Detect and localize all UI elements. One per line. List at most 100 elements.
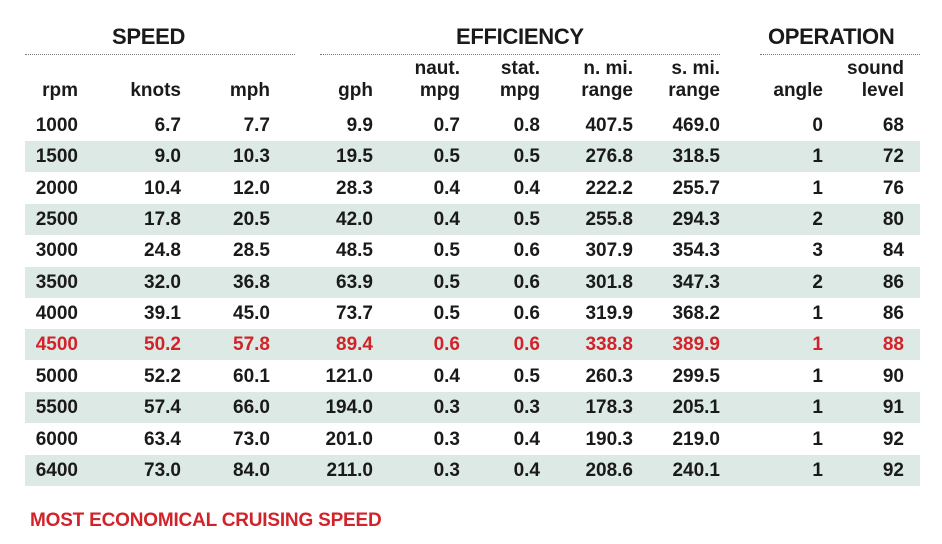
cell-angle: 0: [812, 115, 823, 136]
column-header-line1: n. mi.: [583, 58, 633, 79]
cell-mph: 60.1: [233, 365, 270, 387]
cell-gph: 201.0: [325, 428, 373, 450]
group-title-operation: OPERATION: [768, 24, 895, 49]
cell-gph: 121.0: [325, 365, 373, 387]
cell-angle: 1: [812, 365, 823, 387]
column-header-line1: s. mi.: [671, 58, 720, 79]
cell-sound: 90: [882, 365, 904, 387]
column-header-line2: knots: [130, 80, 181, 101]
cell-gph: 28.3: [336, 177, 373, 199]
cell-naut-mpg: 0.4: [433, 177, 460, 199]
table-row: 6000 63.4 73.0 201.0 0.3 0.4 190.3 219.0 1 92: [25, 424, 920, 455]
cell-rpm: 6400: [35, 459, 78, 481]
cell-sound: 86: [882, 303, 904, 325]
column-header-line2: range: [581, 80, 633, 101]
cell-smi-range: 205.1: [672, 397, 720, 419]
table-row-highlighted: 4500 50.2 57.8 89.4 0.6 0.6 338.8 389.9 1 88: [25, 329, 920, 361]
cell-stat-mpg: 0.6: [513, 240, 540, 262]
group-divider-operation: [760, 54, 920, 55]
cell-naut-mpg: 0.4: [433, 365, 460, 387]
cell-angle: 1: [812, 177, 823, 199]
cell-angle: 1: [812, 428, 823, 450]
cell-knots: 24.8: [144, 240, 181, 262]
column-header-line1: [91, 58, 181, 80]
cell-knots: 10.4: [144, 177, 181, 199]
cell-gph: 89.4: [336, 334, 373, 356]
cell-gph: 194.0: [325, 397, 373, 419]
cell-nmi-range: 276.8: [585, 146, 633, 168]
cell-nmi-range: 407.5: [585, 115, 633, 136]
cell-smi-range: 347.3: [672, 271, 720, 293]
column-header-mph: mph: [180, 58, 270, 102]
cell-mph: 66.0: [233, 397, 270, 419]
cell-rpm: 3500: [35, 271, 78, 293]
cell-angle: 2: [812, 271, 823, 293]
cell-knots: 32.0: [144, 271, 181, 293]
cell-nmi-range: 307.9: [585, 240, 633, 262]
column-header-line2: mpg: [419, 80, 460, 101]
column-header-line1: [180, 58, 270, 80]
cell-rpm: 2000: [35, 177, 78, 199]
table-row: 5500 57.4 66.0 194.0 0.3 0.3 178.3 205.1 1 91: [25, 392, 920, 424]
cell-naut-mpg: 0.3: [433, 459, 460, 481]
cell-naut-mpg: 0.3: [433, 428, 460, 450]
cell-nmi-range: 190.3: [585, 428, 633, 450]
cell-smi-range: 318.5: [672, 146, 720, 168]
cell-angle: 1: [812, 459, 823, 481]
cell-smi-range: 354.3: [672, 240, 720, 262]
cell-stat-mpg: 0.3: [513, 397, 540, 419]
cell-rpm: 2500: [35, 209, 78, 231]
cell-rpm: 5500: [35, 397, 78, 419]
cell-smi-range: 219.0: [672, 428, 720, 450]
cell-rpm: 1500: [35, 146, 78, 168]
column-header-naut-mpg: naut. mpg: [370, 58, 460, 102]
table-row: 2000 10.4 12.0 28.3 0.4 0.4 222.2 255.7 1 76: [25, 173, 920, 204]
cell-rpm: 3000: [35, 240, 78, 262]
cell-nmi-range: 208.6: [585, 459, 633, 481]
cell-stat-mpg: 0.4: [513, 459, 540, 481]
column-header-smi-range: s. mi. range: [630, 58, 720, 102]
column-header-nmi-range: n. mi. range: [543, 58, 633, 102]
cell-mph: 7.7: [243, 115, 270, 136]
cell-angle: 2: [812, 209, 823, 231]
cell-nmi-range: 255.8: [585, 209, 633, 231]
cell-stat-mpg: 0.5: [513, 365, 540, 387]
cell-gph: 63.9: [336, 271, 373, 293]
cell-mph: 45.0: [233, 303, 270, 325]
table-row: 1000 6.7 7.7 9.9 0.7 0.8 407.5 469.0 0 68: [25, 110, 920, 141]
cell-sound: 84: [882, 240, 904, 262]
cell-knots: 50.2: [144, 334, 181, 356]
cell-rpm: 6000: [35, 428, 78, 450]
cell-nmi-range: 319.9: [585, 303, 633, 325]
group-title-speed: SPEED: [112, 24, 186, 49]
table-row: 6400 73.0 84.0 211.0 0.3 0.4 208.6 240.1 1 92: [25, 454, 920, 486]
cell-mph: 36.8: [233, 271, 270, 293]
cell-smi-range: 294.3: [672, 209, 720, 231]
cell-smi-range: 469.0: [672, 115, 720, 136]
cell-mph: 57.8: [233, 334, 270, 356]
cell-mph: 84.0: [233, 459, 270, 481]
cell-sound: 68: [882, 115, 904, 136]
cell-mph: 10.3: [233, 146, 270, 168]
group-divider-efficiency: [320, 54, 720, 55]
cell-rpm: 4500: [35, 334, 78, 356]
cell-stat-mpg: 0.5: [513, 146, 540, 168]
cell-gph: 42.0: [336, 209, 373, 231]
column-header-line1: [0, 58, 78, 80]
column-header-line2: range: [668, 80, 720, 101]
cell-mph: 12.0: [233, 177, 270, 199]
cell-nmi-range: 222.2: [585, 177, 633, 199]
cell-nmi-range: 301.8: [585, 271, 633, 293]
column-header-rpm: rpm: [0, 58, 78, 102]
cell-stat-mpg: 0.4: [513, 177, 540, 199]
cell-stat-mpg: 0.4: [513, 428, 540, 450]
cell-angle: 1: [812, 303, 823, 325]
column-header-line1: [733, 58, 823, 80]
cell-rpm: 4000: [35, 303, 78, 325]
cell-sound: 72: [882, 146, 904, 168]
cell-naut-mpg: 0.4: [433, 209, 460, 231]
cell-naut-mpg: 0.6: [433, 334, 460, 356]
cell-sound: 86: [882, 271, 904, 293]
cell-smi-range: 240.1: [672, 459, 720, 481]
cell-sound: 76: [882, 177, 904, 199]
